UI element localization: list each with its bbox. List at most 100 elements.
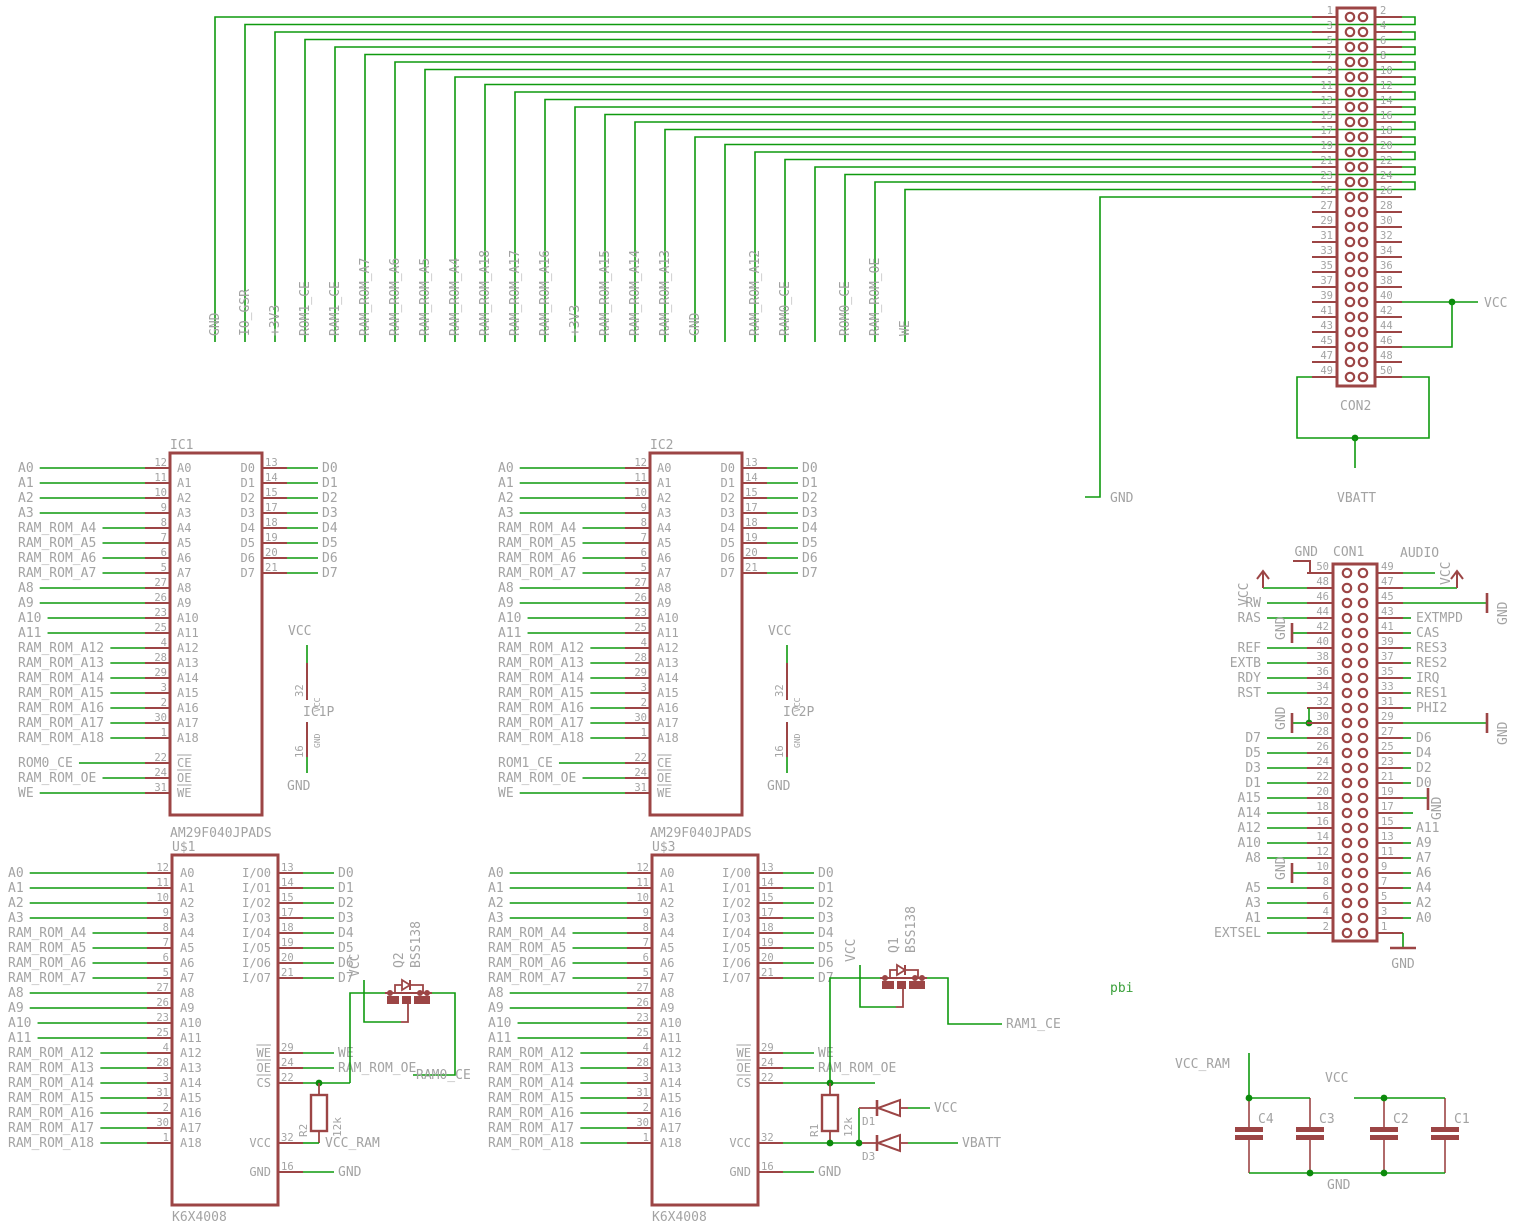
net-label: RAM_ROM_A14 bbox=[8, 1076, 94, 1091]
pin-name: A4 bbox=[660, 926, 674, 940]
pin-number: 22 bbox=[154, 752, 167, 764]
con2-pad bbox=[1357, 71, 1369, 83]
bus-wire bbox=[394, 61, 1312, 342]
pin-number: 29 bbox=[634, 667, 647, 679]
pin-name: GND bbox=[793, 733, 802, 748]
bus-wire bbox=[244, 16, 1416, 342]
net-label: D2 bbox=[818, 896, 834, 911]
net-label-gnd: GND bbox=[1274, 616, 1289, 640]
net-label: A4 bbox=[1416, 881, 1432, 896]
con2-pin-number: 12 bbox=[1380, 80, 1393, 92]
pin-number: 28 bbox=[154, 652, 167, 664]
con2-pad bbox=[1344, 326, 1356, 338]
con1-pin-number: 12 bbox=[1316, 846, 1329, 858]
capacitor-plate bbox=[1370, 1127, 1398, 1132]
net-label: RAM_ROM_A18 bbox=[488, 1136, 574, 1151]
con2-pad bbox=[1344, 356, 1356, 368]
con1-pin-number: 30 bbox=[1316, 711, 1329, 723]
con1-pad bbox=[1357, 642, 1369, 654]
con2-pin-number: 46 bbox=[1380, 335, 1393, 347]
pin-number: 8 bbox=[641, 517, 647, 529]
pin-name: A13 bbox=[180, 1061, 202, 1075]
net-label-vbatt: VBATT bbox=[1337, 491, 1376, 506]
pin-name: A13 bbox=[177, 656, 199, 670]
pin-name: OE bbox=[657, 771, 671, 785]
pin-number: 25 bbox=[154, 622, 167, 634]
pin-number: 29 bbox=[281, 1042, 294, 1054]
con2-pad bbox=[1344, 41, 1356, 53]
net-label: ROM1_CE bbox=[298, 281, 313, 336]
pin-number: 14 bbox=[761, 877, 774, 889]
net-label: RAM_ROM_A12 bbox=[488, 1046, 574, 1061]
con2-pad bbox=[1357, 161, 1369, 173]
con2-pin-number: 45 bbox=[1320, 335, 1333, 347]
net-label: RAM_ROM_A16 bbox=[538, 250, 553, 336]
net-label-gnd: GND bbox=[767, 779, 791, 794]
pin-name: CE bbox=[177, 756, 191, 770]
con1-pad bbox=[1341, 687, 1353, 699]
pin-number: 28 bbox=[636, 1057, 649, 1069]
mosfet-pad bbox=[882, 981, 894, 989]
pin-name: A15 bbox=[657, 686, 679, 700]
net-label-vbatt: VBATT bbox=[962, 1136, 1001, 1151]
con1-pad bbox=[1357, 927, 1369, 939]
pin-number: 9 bbox=[163, 907, 169, 919]
con1-pad bbox=[1357, 612, 1369, 624]
con2-pad bbox=[1357, 56, 1369, 68]
resistor-refdes: R1 bbox=[808, 1124, 821, 1137]
transistor-refdes: Q2 bbox=[392, 952, 407, 968]
con1-pad bbox=[1341, 927, 1353, 939]
pin-name: D1 bbox=[241, 476, 255, 490]
net-label: RAM_ROM_A12 bbox=[748, 250, 763, 336]
con1-pin-number: 8 bbox=[1323, 876, 1329, 888]
pin-name: A15 bbox=[180, 1091, 202, 1105]
pin-name: I/O6 bbox=[722, 956, 751, 970]
net-label: RAM_ROM_A13 bbox=[18, 656, 104, 671]
pin-number: 10 bbox=[636, 892, 649, 904]
ic-body bbox=[170, 853, 280, 1207]
net-label: D1 bbox=[322, 476, 338, 491]
con1-pad bbox=[1341, 597, 1353, 609]
net-label-vcc: VCC bbox=[844, 939, 859, 962]
pin-name: A0 bbox=[177, 461, 191, 475]
junction-dot bbox=[1380, 1094, 1388, 1102]
ic-refdes: IC1 bbox=[170, 438, 193, 453]
capacitor-plate bbox=[1296, 1127, 1324, 1132]
mosfet bbox=[410, 984, 424, 993]
pin-number: 10 bbox=[154, 487, 167, 499]
con2-pin-number: 37 bbox=[1320, 275, 1333, 287]
pin-name: I/O0 bbox=[722, 866, 751, 880]
pin-number: 23 bbox=[634, 607, 647, 619]
pin-number: 21 bbox=[745, 562, 758, 574]
mosfet bbox=[889, 969, 897, 978]
con1-pin-number: 44 bbox=[1316, 606, 1329, 618]
con1-pad bbox=[1341, 657, 1353, 669]
con1-pin-number: 42 bbox=[1316, 621, 1329, 633]
ic-refdes: U$1 bbox=[172, 840, 195, 855]
net-label: A9 bbox=[488, 1001, 504, 1016]
net-label: A9 bbox=[18, 596, 34, 611]
con2-body bbox=[1335, 6, 1377, 388]
net-label: D4 bbox=[818, 926, 834, 941]
pin-number: 8 bbox=[161, 517, 167, 529]
net-label: D0 bbox=[1416, 776, 1432, 791]
pin-number: 21 bbox=[265, 562, 278, 574]
ic-value: AM29F040JPADS bbox=[170, 826, 272, 841]
pin-name: A4 bbox=[177, 521, 191, 535]
net-label: ROM0_CE bbox=[18, 756, 73, 771]
con2-pin-number: 38 bbox=[1380, 275, 1393, 287]
ic-value: K6X4008 bbox=[652, 1210, 707, 1222]
net-label: D2 bbox=[338, 896, 354, 911]
out-wire bbox=[413, 992, 456, 1076]
bus-wire bbox=[814, 166, 1312, 342]
con1-pin-number: 6 bbox=[1323, 891, 1329, 903]
net-label: A11 bbox=[1416, 821, 1439, 836]
con1-pad bbox=[1341, 672, 1353, 684]
net-label: RAM_ROM_A6 bbox=[18, 551, 96, 566]
pin-name: GND bbox=[729, 1165, 751, 1179]
pin-number: 20 bbox=[761, 952, 774, 964]
pin-number: 14 bbox=[265, 472, 278, 484]
pin-number: 2 bbox=[161, 697, 167, 709]
con1-pad bbox=[1357, 627, 1369, 639]
net-label: RAM_ROM_A18 bbox=[18, 731, 104, 746]
